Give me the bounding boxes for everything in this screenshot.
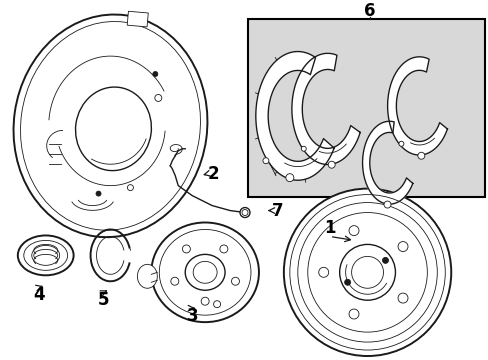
Circle shape [417,152,424,159]
Circle shape [301,146,305,151]
Circle shape [263,158,268,164]
Circle shape [127,185,133,190]
Text: 7: 7 [271,202,283,220]
Bar [127,11,148,27]
Circle shape [153,72,158,77]
Circle shape [339,244,395,300]
Ellipse shape [185,255,224,290]
Polygon shape [387,57,447,155]
Circle shape [182,245,190,253]
Ellipse shape [137,264,157,288]
Ellipse shape [18,235,74,275]
Circle shape [327,161,334,168]
Text: 2: 2 [207,165,219,183]
Circle shape [213,301,220,308]
Polygon shape [362,121,412,204]
Circle shape [242,210,247,216]
Bar [247,19,484,197]
Circle shape [397,293,407,303]
Circle shape [220,245,227,253]
Circle shape [283,189,450,356]
Circle shape [318,267,328,277]
Circle shape [231,277,239,285]
Ellipse shape [75,87,151,171]
Text: 1: 1 [323,220,335,238]
Circle shape [348,309,358,319]
Circle shape [382,257,387,264]
Circle shape [398,141,403,146]
Circle shape [170,277,179,285]
Ellipse shape [151,222,259,322]
Circle shape [240,208,249,217]
Text: 3: 3 [187,307,199,325]
Text: 6: 6 [363,2,374,20]
Circle shape [344,279,350,285]
Circle shape [348,226,358,235]
Ellipse shape [14,14,207,237]
Circle shape [96,191,101,196]
Circle shape [155,94,162,102]
Text: 5: 5 [98,291,109,309]
Circle shape [397,242,407,252]
Circle shape [383,201,390,208]
Text: 4: 4 [33,286,44,304]
Polygon shape [291,53,360,165]
Circle shape [285,174,293,182]
Circle shape [201,297,209,305]
Polygon shape [255,51,333,180]
